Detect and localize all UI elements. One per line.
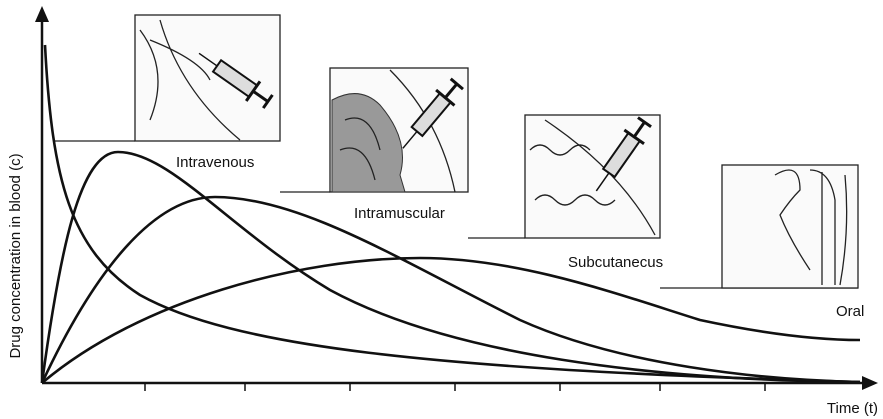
diagram: Drug concentration in blood (c) Time (t)… bbox=[0, 0, 883, 419]
route-label: Intramuscular bbox=[354, 205, 445, 222]
route-label: Subcutanecus bbox=[568, 254, 663, 271]
y-axis-label: Drug concentration in blood (c) bbox=[7, 153, 24, 358]
x-axis-label: Time (t) bbox=[827, 400, 878, 417]
intravenous-illustration bbox=[135, 15, 280, 141]
route-label: Oral bbox=[836, 303, 864, 320]
intramuscular-illustration bbox=[330, 68, 468, 192]
route-label: Intravenous bbox=[176, 154, 254, 171]
subcutaneous-illustration bbox=[525, 115, 660, 238]
oral-illustration bbox=[722, 165, 858, 288]
